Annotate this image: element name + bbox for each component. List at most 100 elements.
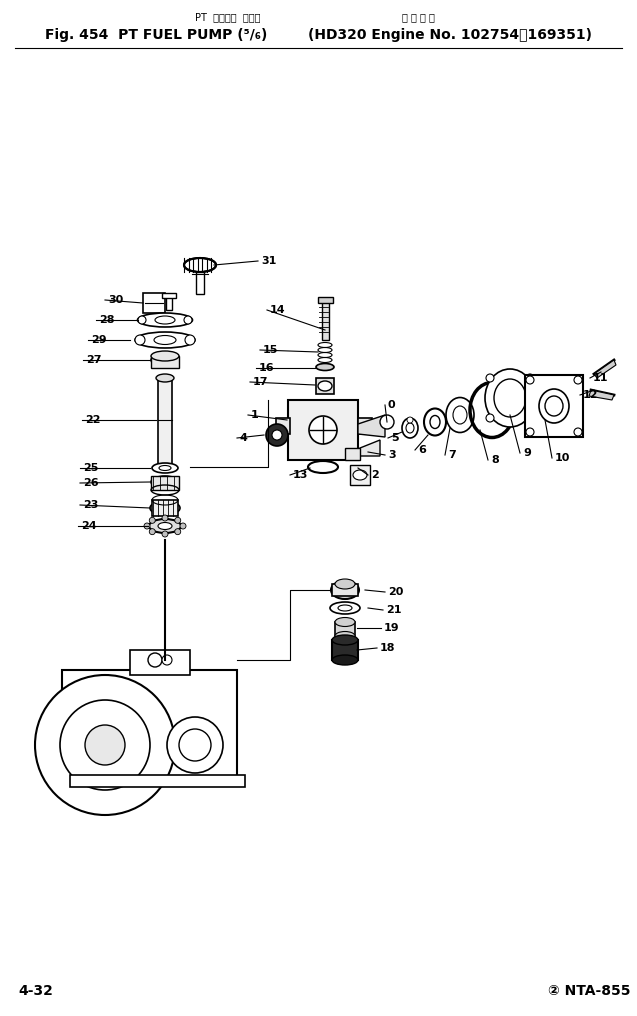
Text: 21: 21 [386,605,401,615]
Ellipse shape [545,396,563,416]
Text: 3: 3 [388,450,396,460]
Circle shape [185,335,195,345]
Bar [276,418,290,434]
Text: 24: 24 [81,521,97,531]
Text: 1: 1 [251,410,259,420]
Bar [288,400,358,460]
Text: 23: 23 [83,500,98,510]
Text: 16: 16 [259,363,275,373]
Circle shape [175,517,181,523]
Bar [345,448,360,460]
Circle shape [149,528,155,534]
Bar [332,640,358,660]
Circle shape [184,316,192,324]
Text: 29: 29 [91,335,106,345]
Bar [70,775,245,787]
Bar [196,272,204,294]
Circle shape [309,416,337,444]
Circle shape [138,316,146,324]
Bar [318,297,333,303]
Text: 5: 5 [391,433,399,443]
Circle shape [526,428,534,436]
Bar [158,378,172,466]
Text: 7: 7 [448,450,455,460]
Ellipse shape [138,313,192,327]
Circle shape [526,376,534,384]
Ellipse shape [150,501,180,515]
Circle shape [380,415,394,429]
Bar [358,418,372,434]
Ellipse shape [353,470,367,480]
Ellipse shape [155,316,175,324]
Ellipse shape [151,477,179,488]
Text: 10: 10 [555,453,570,463]
Text: 4: 4 [240,433,248,443]
Circle shape [486,414,494,422]
Circle shape [144,523,150,529]
Bar [332,584,358,596]
Ellipse shape [335,632,355,640]
Ellipse shape [154,335,176,344]
Bar [152,500,178,516]
Bar [166,295,172,310]
Ellipse shape [485,369,535,427]
Ellipse shape [159,465,171,470]
Circle shape [60,700,150,790]
Ellipse shape [332,655,358,665]
Circle shape [574,428,582,436]
Bar [316,378,334,394]
Polygon shape [589,390,614,400]
Circle shape [162,655,172,665]
Circle shape [407,417,413,423]
Polygon shape [360,440,380,456]
Circle shape [135,335,145,345]
Ellipse shape [316,364,334,371]
Text: 26: 26 [83,478,99,488]
Circle shape [574,376,582,384]
Ellipse shape [151,351,179,361]
Circle shape [266,424,288,446]
Text: 18: 18 [380,643,396,653]
Text: 4-32: 4-32 [18,985,53,998]
Text: 適 用 号 機: 適 用 号 機 [402,12,435,22]
Text: 20: 20 [388,587,403,597]
Ellipse shape [151,354,179,366]
Circle shape [162,531,168,537]
Text: 19: 19 [384,623,399,633]
Bar [162,293,176,298]
Text: ② NTA-855: ② NTA-855 [548,985,631,998]
Text: 9: 9 [523,448,531,458]
Text: 27: 27 [86,355,101,365]
Circle shape [180,523,186,529]
Text: Fig. 454  PT FUEL PUMP (⁵/₆): Fig. 454 PT FUEL PUMP (⁵/₆) [45,28,268,42]
Text: 6: 6 [418,445,426,455]
Text: 22: 22 [85,415,101,425]
Text: 28: 28 [99,315,115,325]
Text: (HD320 Engine No. 102754～169351): (HD320 Engine No. 102754～169351) [308,28,592,42]
Bar [143,293,165,313]
Bar [151,356,179,368]
Ellipse shape [539,389,569,423]
Circle shape [167,717,223,773]
Text: 14: 14 [270,305,285,315]
Circle shape [272,430,282,440]
Bar [130,650,190,675]
Circle shape [148,653,162,666]
Text: PT  フュエル  ポンプ: PT フュエル ポンプ [195,12,261,22]
Circle shape [179,729,211,761]
Circle shape [162,515,168,521]
Bar [322,300,329,340]
Ellipse shape [158,522,172,529]
Text: 13: 13 [293,470,308,480]
Ellipse shape [494,379,526,417]
Polygon shape [358,415,385,437]
Circle shape [149,517,155,523]
Text: 0: 0 [388,400,396,410]
Text: 2: 2 [371,470,379,480]
Text: 15: 15 [263,345,278,355]
Ellipse shape [331,581,359,599]
Circle shape [85,725,125,765]
Ellipse shape [330,602,360,614]
Ellipse shape [156,374,174,382]
Circle shape [526,374,534,382]
